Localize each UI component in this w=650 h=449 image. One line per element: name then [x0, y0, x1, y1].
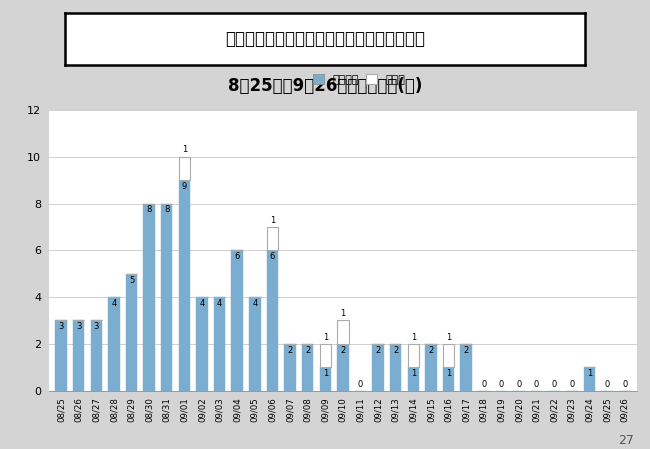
Text: 0: 0: [534, 380, 540, 389]
Text: 2: 2: [287, 346, 292, 355]
Text: 0: 0: [516, 380, 521, 389]
Text: 4: 4: [200, 299, 205, 308]
Text: 市立学校における児童生徒・教職員感染者数: 市立学校における児童生徒・教職員感染者数: [225, 30, 425, 48]
Text: 1: 1: [322, 369, 328, 378]
Text: 1: 1: [182, 145, 187, 154]
Text: 8: 8: [146, 206, 152, 215]
Text: 2: 2: [428, 346, 434, 355]
Bar: [249, 297, 261, 391]
Text: 1: 1: [446, 333, 451, 342]
Text: 1: 1: [411, 369, 416, 378]
Bar: [90, 321, 102, 391]
Bar: [266, 227, 278, 251]
Text: 0: 0: [499, 380, 504, 389]
Bar: [337, 344, 348, 391]
Bar: [425, 344, 437, 391]
Bar: [320, 367, 331, 391]
Bar: [443, 367, 454, 391]
Text: 0: 0: [358, 380, 363, 389]
Text: 0: 0: [622, 380, 627, 389]
Bar: [337, 321, 348, 344]
Text: 3: 3: [58, 322, 64, 331]
Bar: [284, 344, 296, 391]
Text: 1: 1: [270, 216, 275, 224]
Bar: [179, 180, 190, 391]
Bar: [408, 367, 419, 391]
Text: 0: 0: [604, 380, 610, 389]
Text: 27: 27: [618, 434, 634, 447]
Bar: [214, 297, 226, 391]
Text: 8: 8: [164, 206, 170, 215]
Bar: [266, 251, 278, 391]
Bar: [196, 297, 208, 391]
Text: 8月25日－9月26日　陽性者数(人): 8月25日－9月26日 陽性者数(人): [227, 77, 422, 96]
Text: 9: 9: [182, 182, 187, 191]
Bar: [320, 344, 331, 367]
Text: 1: 1: [446, 369, 451, 378]
Bar: [73, 321, 84, 391]
Bar: [108, 297, 120, 391]
Text: 3: 3: [76, 322, 81, 331]
Bar: [179, 157, 190, 180]
Legend: 児童生徒, 教職員: 児童生徒, 教職員: [311, 72, 408, 87]
Bar: [231, 251, 243, 391]
Text: 4: 4: [111, 299, 116, 308]
Text: 0: 0: [569, 380, 575, 389]
Text: 2: 2: [340, 346, 346, 355]
Text: 4: 4: [252, 299, 257, 308]
Bar: [55, 321, 67, 391]
Text: 1: 1: [587, 369, 592, 378]
Text: 0: 0: [481, 380, 486, 389]
Text: 5: 5: [129, 276, 134, 285]
Bar: [408, 344, 419, 367]
Text: 2: 2: [393, 346, 398, 355]
Text: 2: 2: [463, 346, 469, 355]
Text: 2: 2: [305, 346, 310, 355]
Bar: [460, 344, 472, 391]
Text: 2: 2: [376, 346, 381, 355]
Text: 1: 1: [340, 309, 346, 318]
Bar: [372, 344, 384, 391]
Text: 6: 6: [235, 252, 240, 261]
Bar: [584, 367, 595, 391]
Text: 3: 3: [94, 322, 99, 331]
Bar: [390, 344, 402, 391]
Text: 0: 0: [552, 380, 557, 389]
Bar: [443, 344, 454, 367]
Bar: [144, 203, 155, 391]
Bar: [126, 274, 137, 391]
Text: 4: 4: [217, 299, 222, 308]
Bar: [302, 344, 313, 391]
Bar: [161, 203, 172, 391]
Text: 1: 1: [411, 333, 416, 342]
Text: 6: 6: [270, 252, 275, 261]
Text: 1: 1: [322, 333, 328, 342]
